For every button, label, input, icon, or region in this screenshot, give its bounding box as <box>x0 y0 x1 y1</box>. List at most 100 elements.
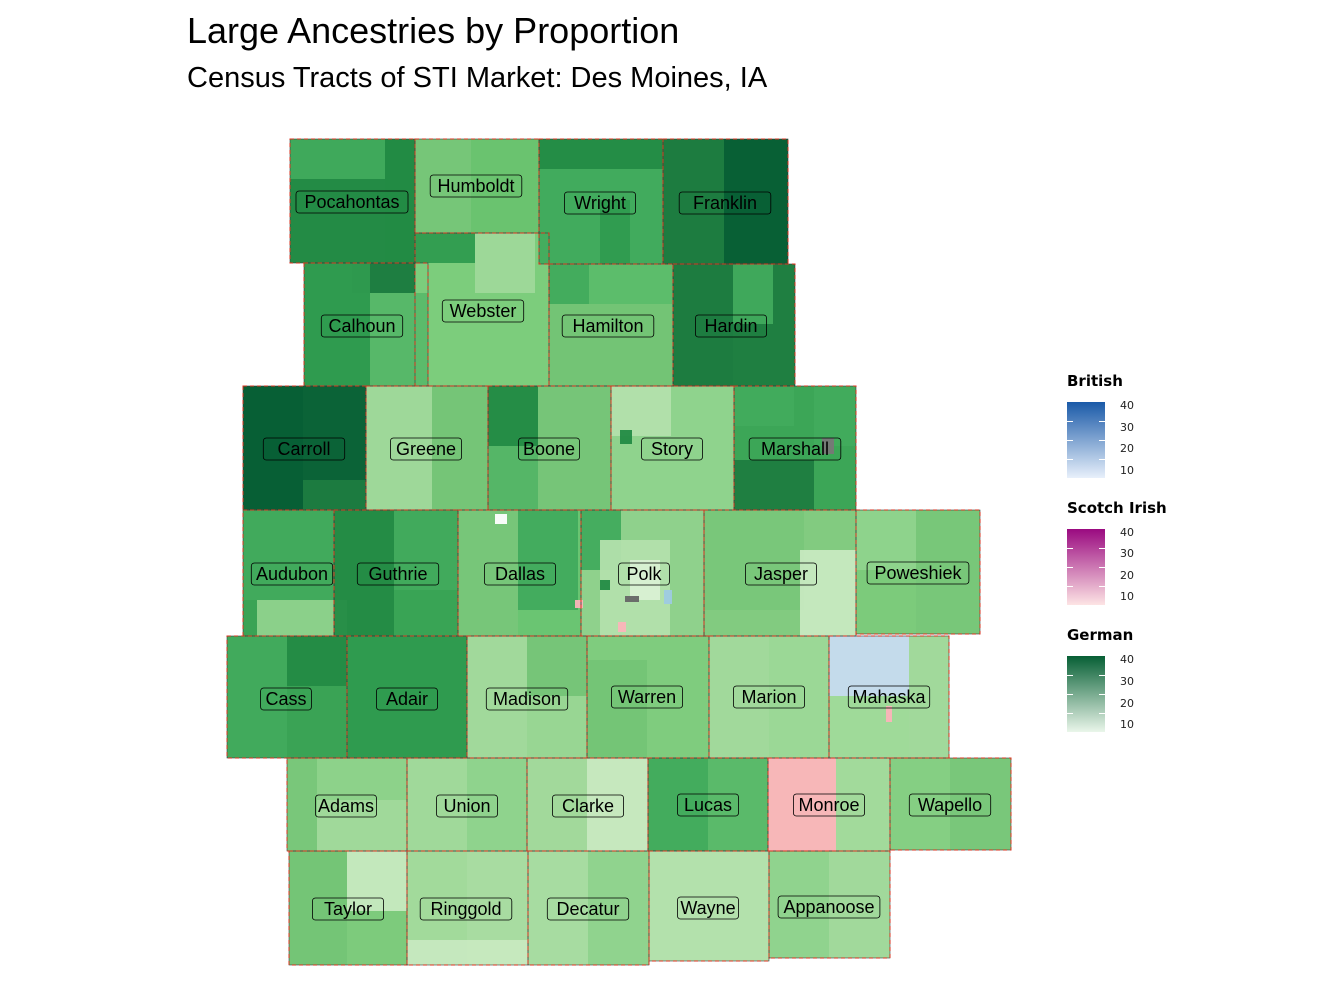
legend-tick-mark <box>1067 675 1073 676</box>
legend-colorbar <box>1067 402 1105 478</box>
county-label: Webster <box>450 301 517 321</box>
legend-tick: 30 <box>1120 421 1134 434</box>
county-label: Greene <box>396 439 456 459</box>
tract-patch <box>575 600 583 608</box>
county-label: Decatur <box>556 899 619 919</box>
tract-patch <box>724 139 788 264</box>
tract-patch <box>539 169 599 264</box>
tract-patch <box>856 510 916 570</box>
tract-patch <box>588 851 649 965</box>
tract-patch <box>649 851 769 961</box>
county-label-box <box>561 314 655 338</box>
tract-patch <box>458 510 518 636</box>
tract-patch <box>800 550 856 636</box>
tract-patch <box>289 851 347 965</box>
map-subtitle: Census Tracts of STI Market: Des Moines,… <box>187 62 768 94</box>
tract-patch <box>467 636 527 758</box>
county-label-box <box>866 561 970 585</box>
tract-patch <box>334 510 394 636</box>
county-label-box <box>695 314 768 338</box>
legend-tick-mark <box>1067 548 1073 549</box>
tract-patch <box>648 758 708 851</box>
tract-patch <box>664 590 672 604</box>
county-label: Calhoun <box>328 316 395 336</box>
tract-patch <box>495 514 507 524</box>
tract-patch <box>394 510 458 590</box>
legend-tick-mark <box>1099 675 1105 676</box>
county-label-box <box>618 562 670 586</box>
tract-patch <box>243 386 303 510</box>
tract-patch <box>243 510 334 600</box>
tract-patch <box>587 758 648 851</box>
legend-title: German <box>1067 626 1134 644</box>
legend-title: Scotch Irish <box>1067 499 1167 517</box>
county-label: Poweshiek <box>874 563 962 583</box>
tract-patch <box>317 800 407 851</box>
legend-german: German 40 30 20 10 <box>1067 626 1134 732</box>
county-label-box <box>419 897 513 921</box>
county-label: Hamilton <box>572 316 643 336</box>
legend-tick-mark <box>1067 713 1073 714</box>
county-labels: Pocahontas Humboldt Wright Franklin Calhoun W… <box>250 174 992 921</box>
county-label-box <box>733 685 806 709</box>
tract-patch <box>587 660 647 758</box>
tract-patch <box>708 758 768 851</box>
tract-patch <box>618 622 626 632</box>
tract-patch <box>227 636 287 758</box>
legend-colorbar <box>1067 529 1105 605</box>
legend-tick: 40 <box>1120 653 1134 666</box>
tract-patch <box>709 636 769 758</box>
legend-tick-mark <box>1099 586 1105 587</box>
tract-patch <box>347 636 467 758</box>
county-label: Adams <box>318 796 374 816</box>
tract-patch <box>527 636 587 696</box>
county-border <box>662 138 789 265</box>
county-label-box <box>429 174 523 198</box>
county-label: Wright <box>574 193 626 213</box>
legend-tick: 10 <box>1120 718 1134 731</box>
tract-patch <box>415 139 471 233</box>
legend-tick-mark <box>1099 459 1105 460</box>
tract-patch <box>385 139 415 263</box>
county-label: Taylor <box>324 899 372 919</box>
county-label: Marshall <box>761 439 829 459</box>
county-label-box <box>552 794 625 818</box>
county-border <box>855 509 981 635</box>
county-label: Hardin <box>704 316 757 336</box>
county-label-box <box>315 794 377 818</box>
tract-patch <box>432 386 488 510</box>
county-label-box <box>441 299 525 323</box>
county-label: Story <box>651 439 693 459</box>
county-label-box <box>677 896 739 920</box>
county-label-box <box>320 314 404 338</box>
county-label: Union <box>443 796 490 816</box>
county-label-box <box>611 685 684 709</box>
county-label-box <box>483 562 556 586</box>
tract-patch <box>303 480 366 510</box>
tract-patch <box>475 233 535 293</box>
tract-patch <box>488 386 538 446</box>
tract-patch <box>539 139 663 169</box>
tract-patch <box>814 386 856 446</box>
county-label: Humboldt <box>437 176 514 196</box>
legend-tick-mark <box>1067 440 1073 441</box>
county-label: Carroll <box>277 439 330 459</box>
county-label: Madison <box>493 689 561 709</box>
tract-patch <box>916 510 980 634</box>
county-label: Pocahontas <box>304 192 399 212</box>
county-label-box <box>250 562 334 586</box>
tract-patch <box>538 386 611 510</box>
county-label: Boone <box>523 439 575 459</box>
tract-patch <box>909 636 949 758</box>
legend-tick-mark <box>1099 713 1105 714</box>
county-label: Guthrie <box>368 564 427 584</box>
tract-patch <box>625 596 639 602</box>
tract-patch <box>769 851 829 958</box>
tract-patch <box>704 510 804 610</box>
county-label-box <box>641 437 703 461</box>
county-label: Marion <box>741 687 796 707</box>
legend-tick: 10 <box>1120 590 1134 603</box>
legend-tick: 30 <box>1120 675 1134 688</box>
tract-patch <box>527 758 587 851</box>
